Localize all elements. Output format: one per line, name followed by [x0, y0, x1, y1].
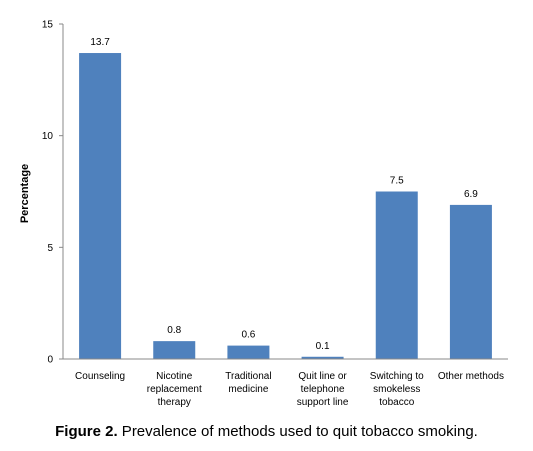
category-label: Quit line or telephone support line	[297, 371, 349, 408]
figure-caption-text: Prevalence of methods used to quit tobac…	[117, 423, 478, 440]
category-label: Other methods	[438, 371, 504, 382]
data-label: 0.1	[316, 341, 330, 352]
bar-chart: 0 5 10 15 Percentage 13.7 0.8 0.6 0.1 7.5 6.9 Co…	[19, 20, 508, 408]
bars	[79, 53, 492, 360]
y-tick-label: 0	[47, 355, 53, 366]
category-label: Nicotine replacement therapy	[147, 371, 202, 408]
y-axis-title: Percentage	[19, 164, 31, 223]
data-label: 7.5	[390, 176, 404, 187]
data-labels: 13.7 0.8 0.6 0.1 7.5 6.9	[90, 37, 478, 352]
y-tick-label: 10	[42, 131, 54, 142]
data-label: 0.8	[167, 325, 181, 336]
category-label: Counseling	[75, 371, 125, 382]
y-axis-ticks: 0 5 10 15	[42, 20, 63, 366]
bar	[79, 53, 122, 360]
x-axis-categories: Counseling Nicotine replacement therapy Trad…	[75, 371, 504, 408]
figure-caption-label: Figure 2.	[55, 423, 118, 440]
y-tick-label: 15	[42, 20, 54, 31]
category-label: Switching to smokeless tobacco	[370, 371, 424, 408]
y-tick-label: 5	[47, 243, 53, 254]
figure-caption: Figure 2. Prevalence of methods used to …	[0, 423, 533, 440]
bar	[153, 341, 196, 359]
bar	[449, 204, 492, 359]
bar	[301, 356, 344, 359]
category-label: Traditional medicine	[225, 371, 271, 395]
bar	[375, 191, 418, 359]
bar	[227, 345, 270, 359]
data-label: 13.7	[90, 37, 110, 48]
data-label: 0.6	[241, 330, 255, 341]
data-label: 6.9	[464, 189, 478, 200]
